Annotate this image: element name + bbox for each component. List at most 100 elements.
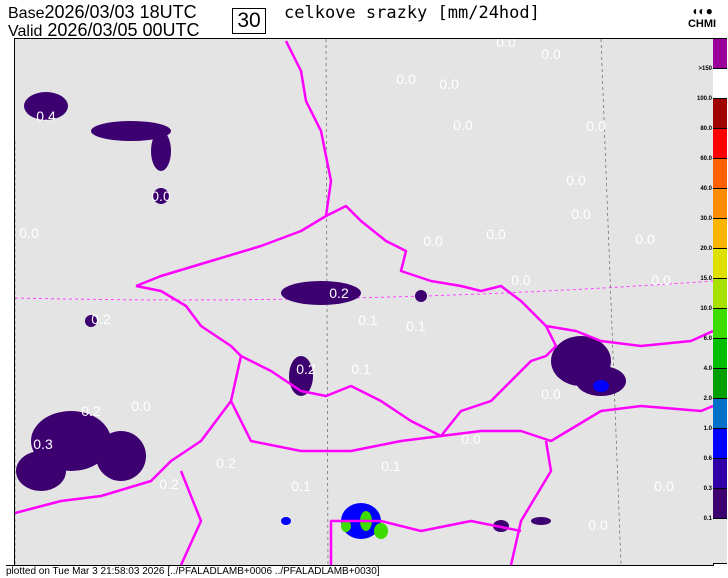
footer-plot-info: plotted on Tue Mar 3 21:58:03 2026 [../P… [6, 565, 380, 577]
legend-swatch [713, 219, 727, 249]
legend-swatch [713, 99, 727, 129]
country-border [229, 400, 442, 453]
legend-label: 100.0 [696, 96, 712, 102]
legend-label: 0.6 [703, 456, 712, 462]
precipitation-value: 0.4 [36, 108, 56, 124]
precipitation-value: 0.0 [566, 172, 586, 188]
legend-swatch [713, 429, 727, 459]
legend-swatch [713, 279, 727, 309]
legend-label: 1.0 [703, 426, 712, 432]
country-border [284, 40, 333, 217]
precipitation-area [24, 92, 68, 120]
precipitation-area [16, 451, 66, 491]
legend-swatch [713, 489, 727, 519]
base-time: Base2026/03/03 18UTC [8, 2, 197, 22]
legend-label: 0.3 [703, 486, 712, 492]
country-border [545, 324, 714, 348]
legend-label: 60.0 [700, 156, 712, 162]
precipitation-area [593, 380, 609, 392]
legend-swatch [713, 399, 727, 429]
precipitation-value: 0.1 [406, 318, 426, 334]
country-border [509, 440, 553, 566]
legend-label: 80.0 [700, 126, 712, 132]
legend-swatch [713, 39, 727, 69]
precipitation-value: 0.2 [91, 311, 111, 327]
legend-label: 15.0 [700, 276, 712, 282]
legend-label: 20.0 [700, 246, 712, 252]
legend-swatch [713, 249, 727, 279]
legend-swatch [713, 159, 727, 189]
precipitation-value: 0.0 [541, 46, 561, 62]
precipitation-value: 0.0 [588, 517, 608, 533]
graticule-line [14, 280, 714, 301]
precipitation-value: 0.0 [486, 226, 506, 242]
country-border [14, 355, 243, 515]
precipitation-area [151, 131, 171, 171]
legend-swatch [713, 369, 727, 399]
legend-swatch [713, 69, 727, 99]
legend-swatch [713, 339, 727, 369]
precipitation-value: 0.0 [511, 272, 531, 288]
precipitation-value: 0.0 [651, 272, 671, 288]
precipitation-value: 0.2 [81, 403, 101, 419]
precipitation-value: 0.0 [461, 431, 481, 447]
precipitation-value: 0.0 [19, 225, 39, 241]
precipitation-area [341, 520, 351, 532]
country-border [440, 404, 714, 443]
precipitation-value: 0.0 [151, 188, 171, 204]
precipitation-value: 0.0 [541, 386, 561, 402]
graticule-line [600, 38, 622, 566]
precipitation-map: 0.0 0.0 0.0 0.0 0.0 0.4 0.0 0.0 0.0 0.0 0.0 0.0 0.0 0… [14, 34, 714, 566]
color-legend [713, 38, 727, 565]
map-title: celkove srazky [mm/24hod] [284, 3, 540, 23]
precipitation-value: 0.0 [453, 117, 473, 133]
precipitation-value: 0.0 [131, 398, 151, 414]
forecast-step: 30 [232, 8, 266, 34]
precipitation-value: 0.1 [381, 458, 401, 474]
precipitation-value: 0.0 [423, 233, 443, 249]
country-border [329, 519, 522, 565]
valid-time: Valid 2026/03/05 00UTC [8, 20, 200, 40]
legend-swatch [713, 309, 727, 339]
legend-swatch [713, 459, 727, 489]
precipitation-value: 0.2 [216, 455, 236, 471]
country-border [135, 204, 558, 438]
graticule-line [325, 38, 329, 566]
precipitation-area [85, 315, 97, 327]
legend-label: 2.0 [703, 396, 712, 402]
legend-swatch [713, 129, 727, 159]
precipitation-area [281, 517, 291, 525]
precipitation-area [531, 517, 551, 525]
precipitation-value: 0.0 [586, 118, 606, 134]
precipitation-value: 0.2 [159, 476, 179, 492]
precipitation-value: 0.0 [635, 231, 655, 247]
precipitation-area [281, 281, 361, 305]
precipitation-area [153, 188, 169, 204]
legend-label: 6.0 [703, 336, 712, 342]
precipitation-value: 0.1 [358, 312, 378, 328]
legend-label: 4.0 [703, 366, 712, 372]
precipitation-area [374, 523, 388, 539]
country-border [179, 470, 203, 566]
precipitation-value: 0.2 [296, 361, 316, 377]
legend-label: 10.0 [700, 306, 712, 312]
precipitation-area [415, 290, 427, 302]
precipitation-value: 0.3 [33, 436, 53, 452]
precipitation-value: 0.0 [571, 206, 591, 222]
legend-swatch [713, 189, 727, 219]
legend-label: >150 [698, 66, 712, 72]
precipitation-value: 0.0 [496, 39, 516, 50]
precipitation-area [91, 121, 171, 141]
chmi-logo: ◖◐● CHMI [687, 4, 717, 30]
precipitation-value: 0.0 [439, 76, 459, 92]
precipitation-value: 0.0 [396, 71, 416, 87]
precipitation-value: 0.1 [291, 478, 311, 494]
legend-label: 30.0 [700, 216, 712, 222]
legend-label: 0.1 [703, 516, 712, 522]
legend-swatch [713, 519, 727, 564]
legend-label: 40.0 [700, 186, 712, 192]
precipitation-area [96, 431, 146, 481]
precipitation-value: 0.2 [329, 285, 349, 301]
precipitation-value: 0.1 [351, 361, 371, 377]
